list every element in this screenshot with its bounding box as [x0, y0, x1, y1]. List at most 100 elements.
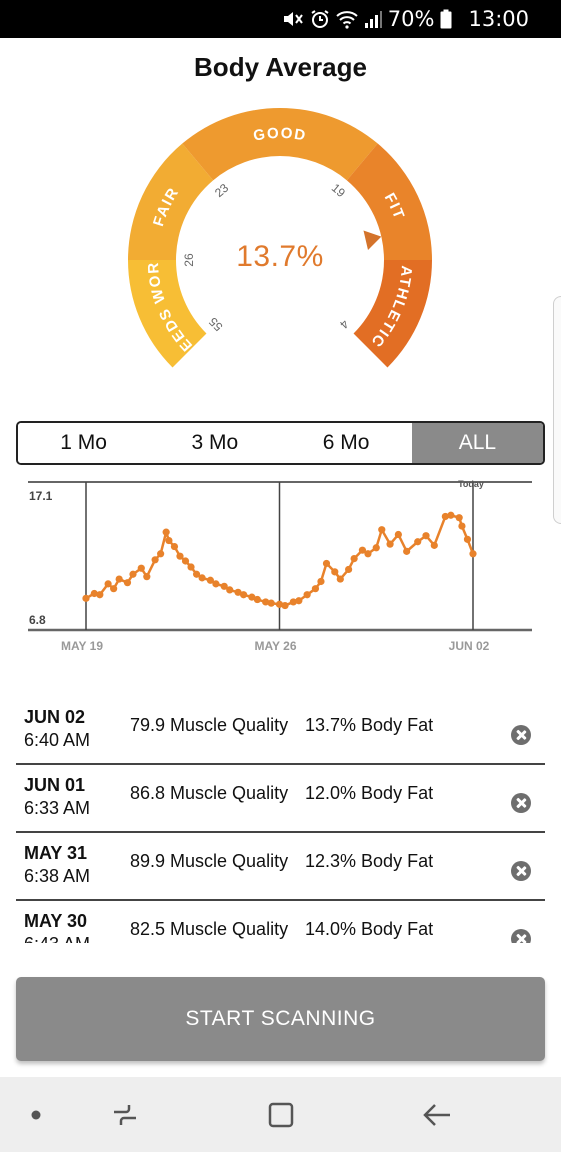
chart-point	[162, 528, 170, 536]
chart-point	[345, 565, 353, 574]
chart-point	[317, 577, 325, 586]
history-body-fat: 12.0% Body Fat	[305, 783, 434, 803]
gauge-zone-fair	[128, 143, 214, 260]
range-selector: 1 Mo 3 Mo 6 Mo ALL	[16, 421, 545, 465]
home-icon[interactable]	[256, 1077, 306, 1152]
chart-point	[372, 544, 380, 552]
history-date: MAY 31	[24, 843, 88, 863]
chart-point	[181, 557, 190, 565]
battery-icon	[440, 9, 452, 29]
range-option-3-mo[interactable]: 3 Mo	[149, 423, 281, 463]
chart-point	[253, 595, 261, 604]
chart-point	[226, 586, 234, 594]
gauge-zone-fit	[346, 143, 432, 260]
history-row[interactable]: JUN 02 6:40 AM 79.9 Muscle Quality 13.7% Bo…	[16, 697, 545, 765]
history-date: MAY 30	[24, 911, 88, 931]
chart-point	[115, 575, 123, 583]
chart-point	[311, 585, 320, 593]
chart-point	[170, 542, 179, 551]
gauge-zone-label: GOOD	[252, 125, 308, 145]
history-row[interactable]: JUN 01 6:33 AM 86.8 Muscle Quality 12.0% Bo…	[16, 765, 545, 833]
chart-point	[165, 536, 173, 545]
body-fat-gauge: NEEDS WORKFAIRGOODFITATHLETIC552623194	[120, 108, 432, 368]
chart-point	[394, 530, 402, 539]
chart-today-label: Today	[458, 479, 484, 489]
chart-point	[239, 591, 248, 599]
history-body-fat: 13.7% Body Fat	[305, 715, 434, 735]
history-time: 6:38 AM	[24, 866, 91, 886]
mute-icon	[283, 12, 303, 26]
recent-apps-icon[interactable]	[100, 1077, 150, 1152]
history-body-fat: 12.3% Body Fat	[305, 851, 434, 871]
chart-point	[289, 598, 297, 606]
chart-point	[220, 582, 228, 590]
alarm-icon	[311, 10, 329, 28]
history-body-fat: 14.0% Body Fat	[305, 919, 434, 939]
gauge-tick-label: 19	[329, 181, 348, 201]
chart-point	[350, 555, 358, 563]
gauge-zone-athletic	[353, 260, 432, 368]
chart-point	[234, 588, 242, 596]
chart-point	[143, 573, 151, 581]
edge-panel-handle[interactable]	[553, 296, 561, 524]
chart-point	[157, 550, 165, 558]
chart-point	[378, 526, 386, 534]
chart-point	[198, 574, 206, 582]
chart-point	[151, 556, 159, 564]
chart-point	[176, 552, 184, 560]
range-option-1-mo[interactable]: 1 Mo	[18, 423, 150, 463]
dot-icon[interactable]	[16, 1077, 56, 1152]
chart-point	[104, 580, 112, 588]
chart-point	[137, 564, 145, 572]
chart-point	[295, 597, 303, 605]
history-muscle-quality: 86.8 Muscle Quality	[130, 783, 289, 803]
wifi-icon	[336, 11, 358, 29]
delete-entry-icon[interactable]	[511, 861, 531, 881]
delete-entry-icon[interactable]	[511, 793, 531, 813]
gauge-zone-good	[182, 108, 378, 181]
chart-x-tick-label: JUN 02	[449, 639, 490, 653]
chart-point	[90, 589, 98, 598]
chart-point	[212, 580, 220, 588]
chart-point	[248, 593, 256, 601]
status-icons: 70% 13:00	[282, 0, 529, 38]
gauge-tick-label: 55	[206, 314, 226, 334]
history-time: 6:43 AM	[24, 934, 90, 943]
history-muscle-quality: 79.9 Muscle Quality	[130, 715, 289, 735]
chart-point	[303, 591, 311, 599]
start-scanning-button[interactable]: START SCANNING	[16, 977, 545, 1061]
gauge-pointer-icon	[363, 230, 382, 250]
chart-point	[455, 514, 463, 522]
gauge-value: 13.7%	[236, 240, 324, 273]
chart-point	[331, 568, 339, 576]
chart-point	[358, 546, 367, 554]
chart-point	[422, 532, 430, 540]
history-row[interactable]: MAY 30 6:43 AM 82.5 Muscle Quality 14.0% Bo…	[16, 901, 545, 943]
delete-entry-icon[interactable]	[511, 725, 531, 745]
chart-point	[336, 575, 344, 583]
chart-y-min-label: 6.8	[29, 613, 46, 627]
delete-entry-icon[interactable]	[511, 929, 531, 943]
chart-point	[82, 594, 90, 602]
chart-point	[430, 541, 438, 549]
chart-y-max-label: 17.1	[29, 489, 53, 503]
chart-point	[262, 598, 270, 606]
history-time: 6:40 AM	[24, 730, 91, 750]
range-option-6-mo[interactable]: 6 Mo	[280, 423, 412, 463]
chart-point	[458, 522, 466, 530]
history-row[interactable]: MAY 31 6:38 AM 89.9 Muscle Quality 12.3% Bo…	[16, 833, 545, 901]
chart-point	[110, 585, 118, 593]
chart-point	[192, 570, 201, 578]
range-option-all[interactable]: ALL	[411, 423, 543, 463]
navigation-bar	[0, 1077, 561, 1152]
back-icon[interactable]	[412, 1077, 462, 1152]
chart-point	[463, 535, 472, 543]
signal-icon	[364, 11, 382, 28]
chart-point	[267, 599, 275, 607]
chart-point	[96, 591, 104, 599]
chart-x-tick-label: MAY 26	[254, 639, 296, 653]
scan-history-list: JUN 02 6:40 AM 79.9 Muscle Quality 13.7% Bo…	[16, 697, 545, 943]
chart-point	[129, 570, 137, 578]
chart-point	[275, 600, 284, 608]
chart-point	[187, 563, 195, 571]
